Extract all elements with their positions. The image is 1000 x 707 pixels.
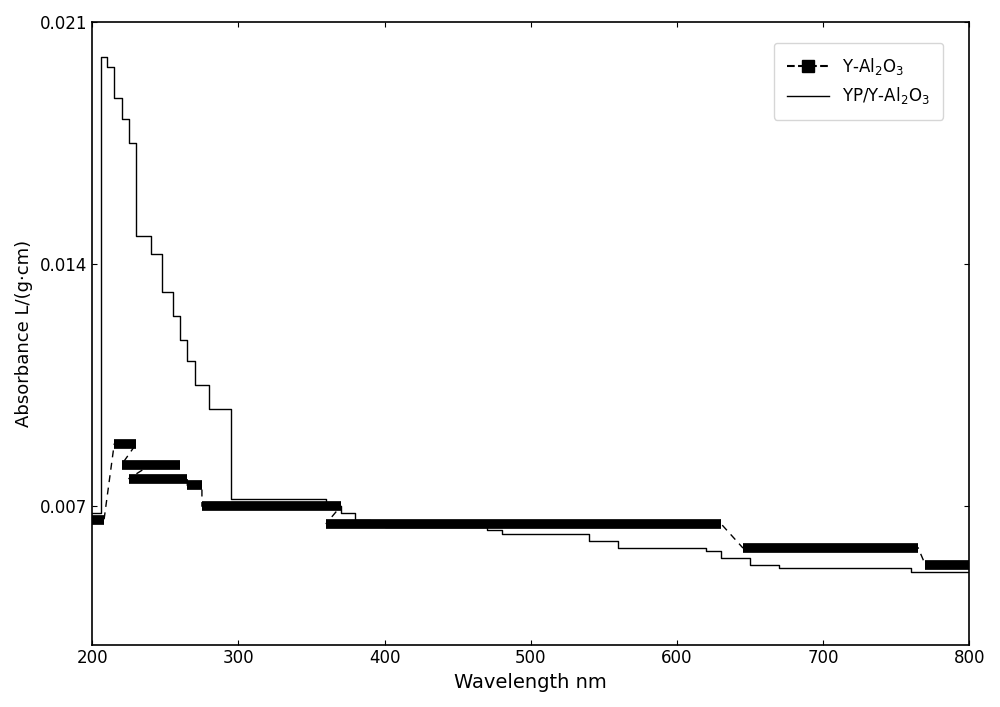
- Legend: Y-Al$_2$O$_3$, YP/Y-Al$_2$O$_3$: Y-Al$_2$O$_3$, YP/Y-Al$_2$O$_3$: [774, 43, 943, 119]
- X-axis label: Wavelength nm: Wavelength nm: [454, 673, 607, 692]
- Y-axis label: Absorbance L/(g·cm): Absorbance L/(g·cm): [15, 240, 33, 427]
